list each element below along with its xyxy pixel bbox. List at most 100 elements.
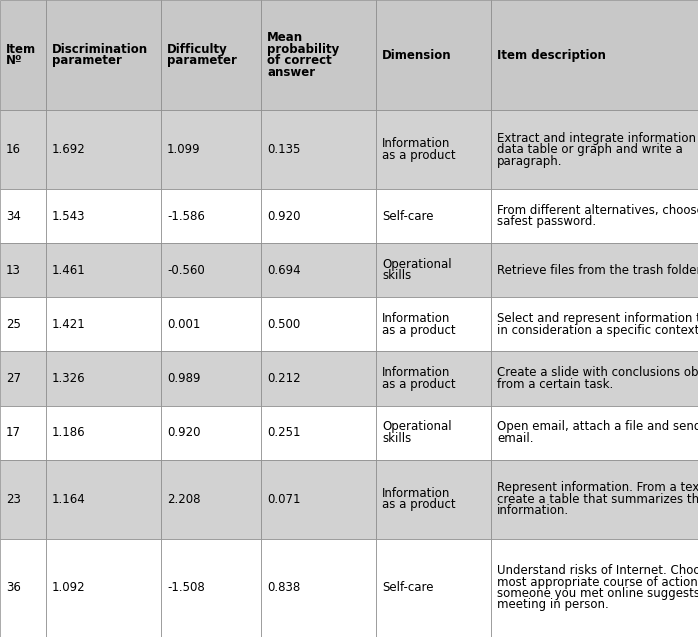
- Bar: [491, 352, 698, 406]
- Text: Item: Item: [6, 43, 36, 56]
- Text: 27: 27: [6, 372, 21, 385]
- Bar: [161, 460, 261, 538]
- Text: Operational: Operational: [382, 420, 452, 433]
- Bar: [0, 0, 46, 110]
- Bar: [376, 243, 491, 297]
- Text: Dimension: Dimension: [382, 48, 452, 62]
- Text: -0.560: -0.560: [167, 264, 205, 276]
- Bar: [0, 189, 46, 243]
- Text: as a product: as a product: [382, 324, 456, 336]
- Bar: [0, 460, 46, 538]
- Bar: [376, 110, 491, 189]
- Text: 0.500: 0.500: [267, 318, 300, 331]
- Bar: [46, 406, 161, 460]
- Text: Information: Information: [382, 366, 450, 379]
- Bar: [46, 243, 161, 297]
- Text: 1.092: 1.092: [52, 582, 86, 594]
- Text: Select and represent information taking: Select and represent information taking: [497, 312, 698, 325]
- Text: 0.694: 0.694: [267, 264, 301, 276]
- Text: Nº: Nº: [6, 54, 22, 68]
- Bar: [491, 406, 698, 460]
- Bar: [46, 352, 161, 406]
- Bar: [261, 538, 376, 637]
- Bar: [161, 243, 261, 297]
- Text: 17: 17: [6, 426, 21, 439]
- Bar: [46, 460, 161, 538]
- Text: 2.208: 2.208: [167, 492, 200, 506]
- Bar: [261, 460, 376, 538]
- Bar: [376, 538, 491, 637]
- Text: Represent information. From a text,: Represent information. From a text,: [497, 481, 698, 494]
- Bar: [46, 189, 161, 243]
- Text: data table or graph and write a: data table or graph and write a: [497, 143, 683, 156]
- Text: skills: skills: [382, 432, 411, 445]
- Text: skills: skills: [382, 269, 411, 282]
- Bar: [0, 110, 46, 189]
- Bar: [261, 243, 376, 297]
- Text: as a product: as a product: [382, 378, 456, 390]
- Text: safest password.: safest password.: [497, 215, 596, 228]
- Bar: [161, 110, 261, 189]
- Text: Difficulty: Difficulty: [167, 43, 228, 56]
- Text: Mean: Mean: [267, 31, 303, 45]
- Text: create a table that summarizes the: create a table that summarizes the: [497, 492, 698, 506]
- Bar: [0, 538, 46, 637]
- Text: -1.586: -1.586: [167, 210, 205, 222]
- Text: 25: 25: [6, 318, 21, 331]
- Bar: [491, 189, 698, 243]
- Text: Open email, attach a file and send: Open email, attach a file and send: [497, 420, 698, 433]
- Text: Understand risks of Internet. Choose the: Understand risks of Internet. Choose the: [497, 564, 698, 577]
- Bar: [46, 0, 161, 110]
- Text: as a product: as a product: [382, 149, 456, 162]
- Bar: [0, 297, 46, 352]
- Text: Information: Information: [382, 138, 450, 150]
- Bar: [161, 0, 261, 110]
- Text: 1.543: 1.543: [52, 210, 85, 222]
- Bar: [491, 538, 698, 637]
- Text: -1.508: -1.508: [167, 582, 205, 594]
- Text: of correct: of correct: [267, 54, 332, 68]
- Bar: [261, 0, 376, 110]
- Bar: [376, 0, 491, 110]
- Bar: [161, 538, 261, 637]
- Text: 0.071: 0.071: [267, 492, 301, 506]
- Text: 1.186: 1.186: [52, 426, 86, 439]
- Bar: [46, 110, 161, 189]
- Text: email.: email.: [497, 432, 533, 445]
- Text: 0.920: 0.920: [267, 210, 301, 222]
- Text: Extract and integrate information from a: Extract and integrate information from a: [497, 132, 698, 145]
- Text: 1.099: 1.099: [167, 143, 200, 156]
- Text: parameter: parameter: [167, 54, 237, 68]
- Bar: [261, 352, 376, 406]
- Bar: [261, 189, 376, 243]
- Text: 1.326: 1.326: [52, 372, 86, 385]
- Bar: [46, 538, 161, 637]
- Bar: [491, 297, 698, 352]
- Bar: [491, 110, 698, 189]
- Text: 1.164: 1.164: [52, 492, 86, 506]
- Text: 0.989: 0.989: [167, 372, 200, 385]
- Bar: [0, 243, 46, 297]
- Text: Item description: Item description: [497, 48, 606, 62]
- Bar: [376, 297, 491, 352]
- Bar: [161, 352, 261, 406]
- Bar: [261, 406, 376, 460]
- Text: 34: 34: [6, 210, 21, 222]
- Bar: [161, 406, 261, 460]
- Text: answer: answer: [267, 66, 315, 79]
- Text: probability: probability: [267, 43, 339, 56]
- Bar: [0, 406, 46, 460]
- Text: Information: Information: [382, 312, 450, 325]
- Text: most appropriate course of action if: most appropriate course of action if: [497, 576, 698, 589]
- Text: 16: 16: [6, 143, 21, 156]
- Bar: [376, 406, 491, 460]
- Text: from a certain task.: from a certain task.: [497, 378, 614, 390]
- Text: paragraph.: paragraph.: [497, 155, 563, 168]
- Text: Self-care: Self-care: [382, 582, 433, 594]
- Text: Create a slide with conclusions obtained: Create a slide with conclusions obtained: [497, 366, 698, 379]
- Bar: [161, 297, 261, 352]
- Text: 0.212: 0.212: [267, 372, 301, 385]
- Text: someone you met online suggests: someone you met online suggests: [497, 587, 698, 600]
- Text: 36: 36: [6, 582, 21, 594]
- Text: 0.838: 0.838: [267, 582, 300, 594]
